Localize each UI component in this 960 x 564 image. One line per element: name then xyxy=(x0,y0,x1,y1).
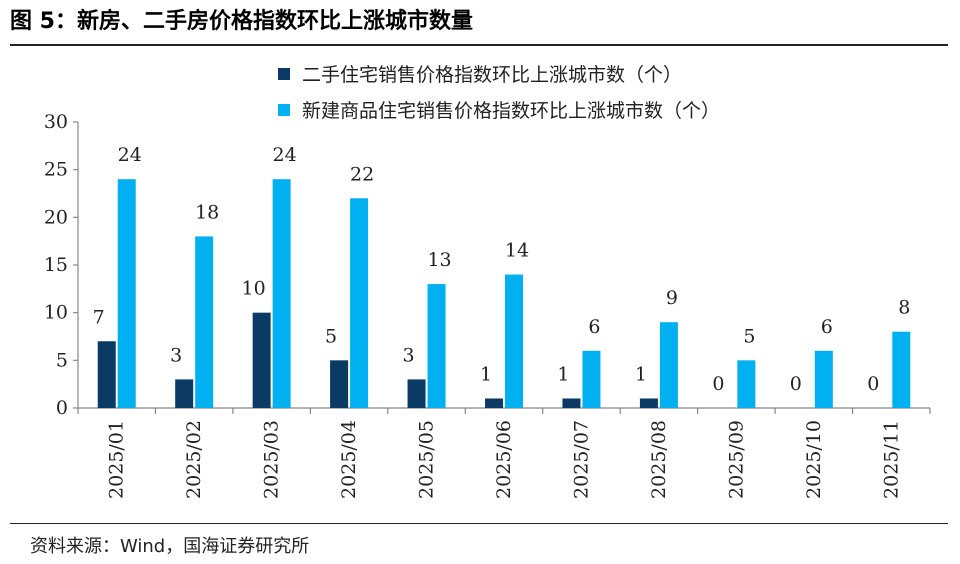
bar-new-home xyxy=(350,198,369,408)
source-note: 资料来源：Wind，国海证券研究所 xyxy=(30,536,310,557)
data-label-new-home: 24 xyxy=(273,144,297,166)
data-label-resale: 3 xyxy=(402,344,414,366)
bar-new-home xyxy=(427,284,446,408)
y-tick-label: 30 xyxy=(44,111,68,133)
bar-new-home xyxy=(117,179,136,408)
bar-new-home xyxy=(737,360,756,408)
data-label-resale: 0 xyxy=(712,373,724,395)
y-tick-label: 20 xyxy=(44,206,68,228)
legend-label-resale: 二手住宅销售价格指数环比上涨城市数（个） xyxy=(302,64,682,86)
title-divider xyxy=(10,44,948,46)
bar-new-home xyxy=(814,350,833,408)
data-label-new-home: 22 xyxy=(350,163,374,185)
data-label-resale: 7 xyxy=(93,306,105,328)
bar-resale xyxy=(330,360,349,408)
data-label-new-home: 14 xyxy=(505,240,529,262)
bar-resale xyxy=(639,398,658,408)
data-label-resale: 5 xyxy=(325,325,337,347)
data-label-resale: 0 xyxy=(867,373,879,395)
bar-new-home xyxy=(582,350,601,408)
bar-resale xyxy=(97,341,116,408)
x-tick-label: 2025/07 xyxy=(570,420,592,499)
x-tick-label: 2025/10 xyxy=(803,420,825,499)
data-label-new-home: 24 xyxy=(118,144,142,166)
legend-swatch-resale xyxy=(278,68,290,80)
data-label-new-home: 8 xyxy=(898,297,910,319)
legend-swatch-new-home xyxy=(278,104,290,116)
data-label-resale: 3 xyxy=(170,344,182,366)
x-tick-label: 2025/02 xyxy=(183,420,205,499)
bar-resale xyxy=(252,312,271,408)
source-divider xyxy=(10,523,948,524)
bar-resale xyxy=(485,398,503,408)
data-label-resale: 0 xyxy=(790,373,802,395)
data-label-resale: 1 xyxy=(635,363,647,385)
x-tick-label: 2025/01 xyxy=(106,420,128,499)
bar-resale xyxy=(562,398,581,408)
x-tick-label: 2025/06 xyxy=(493,420,515,499)
data-label-new-home: 18 xyxy=(195,201,219,223)
bar-new-home xyxy=(892,331,911,408)
data-label-resale: 1 xyxy=(557,363,569,385)
data-label-new-home: 6 xyxy=(821,316,833,338)
bar-new-home xyxy=(505,274,523,408)
y-tick-label: 5 xyxy=(56,349,68,371)
bar-new-home xyxy=(659,322,678,408)
x-tick-label: 2025/09 xyxy=(725,420,747,499)
data-label-resale: 10 xyxy=(242,278,266,300)
figure-title: 图 5：新房、二手房价格指数环比上涨城市数量 xyxy=(10,9,473,34)
chart-value-labels: 7 24 3 18 10 24 5 22 3 13 1 14 1 6 1 9 0 5 0 6 0 8 xyxy=(93,144,911,395)
bar-resale xyxy=(175,379,194,408)
x-tick-label: 2025/03 xyxy=(261,420,283,499)
chart-legend: 二手住宅销售价格指数环比上涨城市数（个） 新建商品住宅销售价格指数环比上涨城市数（… xyxy=(278,64,720,122)
bar-new-home xyxy=(272,179,291,408)
data-label-new-home: 6 xyxy=(588,316,600,338)
x-tick-label: 2025/05 xyxy=(416,420,438,499)
y-tick-label: 15 xyxy=(44,254,68,276)
bar-resale xyxy=(407,379,426,408)
chart-bars xyxy=(97,179,911,408)
y-tick-label: 25 xyxy=(44,159,68,181)
y-tick-label: 10 xyxy=(44,302,68,324)
data-label-new-home: 5 xyxy=(743,325,755,347)
x-tick-label: 2025/08 xyxy=(648,420,670,499)
x-tick-label: 2025/04 xyxy=(338,420,360,499)
x-tick-label: 2025/11 xyxy=(880,420,902,499)
bar-new-home xyxy=(195,236,214,408)
data-label-new-home: 13 xyxy=(427,249,451,271)
y-tick-label: 0 xyxy=(56,397,68,419)
data-label-resale: 1 xyxy=(480,363,492,385)
legend-label-new-home: 新建商品住宅销售价格指数环比上涨城市数（个） xyxy=(302,100,720,122)
data-label-new-home: 9 xyxy=(666,287,678,309)
